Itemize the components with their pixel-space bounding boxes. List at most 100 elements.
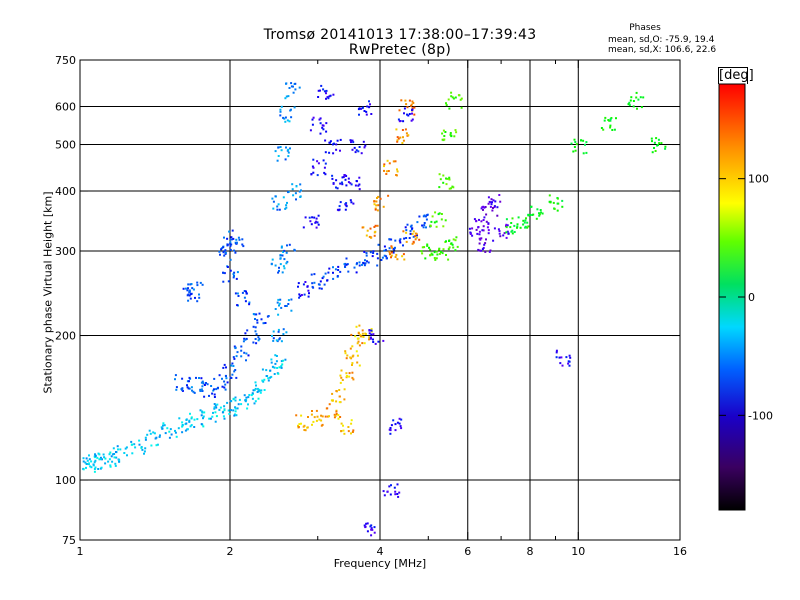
data-point: [233, 271, 236, 274]
data-point: [287, 299, 290, 302]
data-point: [313, 281, 316, 284]
data-point: [559, 362, 562, 365]
data-point: [523, 221, 526, 224]
data-point: [408, 113, 411, 115]
data-point: [399, 425, 402, 428]
data-point: [358, 183, 361, 186]
data-point: [396, 421, 399, 424]
data-point: [434, 258, 437, 261]
data-point: [357, 150, 360, 153]
data-point: [338, 401, 341, 404]
data-point: [246, 329, 249, 332]
data-point: [337, 414, 340, 417]
data-point: [215, 388, 218, 391]
data-point: [123, 452, 126, 454]
data-point: [664, 147, 667, 150]
data-point: [312, 171, 315, 174]
data-point: [271, 365, 274, 368]
data-point: [389, 427, 392, 429]
data-point: [482, 208, 484, 211]
data-point: [272, 339, 275, 342]
data-point: [310, 173, 313, 176]
data-point: [262, 380, 265, 383]
data-point: [418, 238, 421, 241]
data-point: [306, 426, 309, 429]
data-point: [312, 166, 315, 169]
data-point: [213, 403, 216, 405]
data-point: [397, 495, 400, 498]
data-point: [449, 132, 452, 134]
data-point: [368, 235, 371, 238]
data-point: [221, 385, 224, 388]
data-point: [373, 203, 376, 206]
data-point: [434, 211, 437, 214]
data-point: [403, 107, 406, 110]
data-point: [267, 377, 270, 380]
data-point: [248, 394, 251, 396]
data-point: [284, 207, 287, 210]
data-point: [421, 246, 424, 249]
x-tick-label: 1: [77, 545, 84, 558]
data-point: [199, 388, 202, 391]
data-point: [88, 454, 90, 457]
data-point: [335, 413, 338, 415]
data-point: [382, 205, 385, 208]
o-mode-stats: mean, sd,O: -75.9, 19.4: [608, 35, 715, 45]
data-point: [355, 350, 358, 353]
data-point: [401, 255, 404, 258]
data-point: [385, 255, 388, 258]
data-point: [527, 225, 530, 228]
data-point: [478, 218, 480, 221]
data-point: [114, 462, 117, 465]
data-point: [355, 180, 358, 182]
data-point: [374, 207, 377, 210]
data-point: [184, 429, 187, 432]
data-point: [278, 208, 281, 211]
data-point: [278, 266, 280, 269]
data-point: [221, 411, 224, 414]
data-point: [352, 141, 355, 144]
data-point: [201, 283, 204, 286]
data-point: [279, 108, 282, 111]
data-point: [228, 412, 231, 415]
data-point: [223, 386, 226, 389]
data-point: [192, 390, 195, 393]
data-point: [181, 424, 184, 427]
data-point: [613, 128, 616, 131]
data-point: [241, 291, 244, 294]
data-point: [376, 264, 379, 267]
data-point: [245, 359, 247, 362]
data-point: [333, 416, 336, 419]
data-point: [229, 269, 232, 272]
data-point: [403, 112, 405, 115]
data-point: [158, 435, 161, 438]
data-point: [297, 285, 299, 288]
data-point: [231, 362, 234, 365]
data-point: [370, 236, 373, 239]
data-point: [209, 417, 212, 420]
data-point: [174, 431, 177, 434]
data-point: [233, 249, 236, 252]
data-point: [304, 429, 307, 432]
data-point: [188, 376, 191, 379]
data-point: [367, 261, 370, 264]
data-point: [435, 220, 438, 223]
data-point: [191, 287, 194, 290]
data-point: [263, 378, 266, 381]
data-point: [480, 220, 483, 223]
data-point: [321, 415, 324, 418]
data-point: [200, 377, 203, 380]
data-point: [278, 304, 280, 307]
data-point: [516, 225, 519, 228]
data-point: [328, 403, 331, 406]
data-point: [223, 236, 225, 239]
data-point: [98, 458, 101, 461]
data-point: [277, 372, 280, 375]
data-point: [356, 262, 358, 265]
data-point: [411, 242, 414, 245]
data-point: [416, 234, 418, 237]
data-point: [222, 271, 224, 274]
data-point: [393, 248, 396, 251]
data-point: [377, 195, 380, 198]
